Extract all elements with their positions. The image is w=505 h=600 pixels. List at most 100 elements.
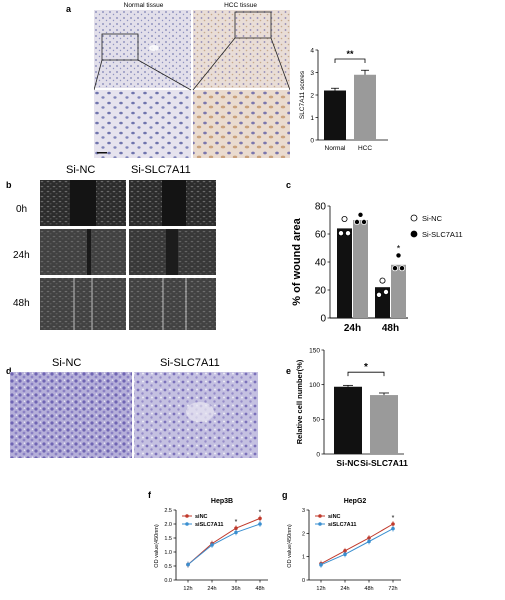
legend-label: Si-NC [422, 214, 443, 223]
legend-marker [410, 214, 418, 222]
chart-e-relative-cell-number: 0 50 100 150 Relative cell number(%) Si-NC Si-… [295, 347, 408, 468]
transwell-images [10, 372, 258, 458]
transwell-col-si-nc: Si-NC [52, 357, 82, 369]
transwell-si-nc-image [10, 372, 132, 458]
wound-row-48h: 48h [13, 298, 30, 309]
x-tick-label: 24h [344, 323, 361, 334]
wound-row-0h-images [40, 180, 216, 226]
bar-normal [324, 90, 346, 140]
bar-hcc [354, 74, 376, 140]
y-tick-label: 20 [315, 286, 327, 297]
data-point [341, 215, 348, 222]
significance-mark: * [364, 362, 368, 373]
y-tick-label: 150 [309, 347, 320, 354]
wound-row-0h: 0h [16, 204, 28, 215]
y-tick-label: 80 [315, 202, 327, 213]
panel-label-a: a [66, 4, 72, 14]
wound-col-si-slc7a11: Si-SLC7A11 [131, 164, 191, 176]
series-line-sislc7a11 [320, 528, 394, 566]
bar-si-nc-24h [337, 228, 352, 318]
x-tick-label: Si-SLC7A11 [360, 458, 408, 468]
data-point [234, 530, 238, 535]
data-point [338, 230, 345, 237]
legend-marker [318, 514, 322, 518]
significance-mark: ** [346, 49, 354, 59]
y-tick-label: 0 [302, 578, 305, 584]
y-tick-label: 2 [302, 531, 305, 537]
data-point [186, 562, 190, 567]
y-tick-label: 2.5 [164, 508, 172, 514]
y-tick-label: 60 [315, 230, 327, 241]
panel-label-g: g [282, 490, 288, 500]
data-point [399, 265, 406, 272]
x-tick-label: 12h [183, 586, 192, 592]
y-tick-label: 1 [310, 115, 314, 122]
wound-healing-images [40, 180, 216, 330]
legend-label: siSLC7A11 [328, 522, 356, 528]
x-tick-label: 48h [382, 323, 399, 334]
x-tick-label: 24h [340, 586, 349, 592]
data-point [379, 277, 386, 284]
data-point [361, 218, 368, 225]
y-axis-label: OD value(450nm) [154, 524, 160, 568]
y-axis-label: SLC7A11 scores [299, 70, 306, 119]
transwell-col-si-slc7a11: Si-SLC7A11 [160, 357, 220, 369]
ihc-images [94, 10, 290, 158]
panel-label-d: d [6, 366, 12, 376]
panel-label-f: f [148, 490, 151, 500]
wound-row-24h-images [40, 229, 216, 275]
series-line-sinc [187, 517, 261, 565]
y-tick-label: 0.5 [164, 564, 172, 570]
y-tick-label: 0 [310, 137, 314, 144]
y-tick-label: 0.0 [164, 578, 172, 584]
hcc-tissue-image [193, 10, 290, 88]
data-point [234, 526, 238, 530]
y-tick-label: 1.5 [164, 536, 172, 542]
x-tick-label: 24h [207, 586, 216, 592]
data-point [258, 522, 262, 526]
y-tick-label: 50 [313, 417, 321, 424]
chart-title: Hep3B [211, 498, 233, 505]
chart-title: HepG2 [344, 498, 367, 505]
bar-si-nc [334, 386, 362, 454]
x-tick-label: HCC [358, 145, 372, 152]
data-point [343, 549, 347, 553]
wound-row-48h-images [40, 278, 216, 330]
x-tick-label: 48h [364, 586, 373, 592]
wound-col-si-nc: Si-NC [66, 164, 96, 176]
data-point [258, 516, 262, 521]
chart-g-hepg2: HepG2 0 1 2 3 OD value(450nm) 12h 24h 48h 72h siNC… [287, 498, 401, 592]
y-tick-label: 3 [302, 508, 305, 514]
y-tick-label: 2 [310, 92, 314, 99]
data-point [383, 289, 390, 296]
data-point [343, 552, 347, 557]
data-point [391, 526, 395, 531]
y-tick-label: 1.0 [164, 550, 172, 556]
normal-tissue-label: Normal tissue [123, 2, 164, 9]
bar-si-slc7a11-24h [353, 220, 368, 318]
data-point [319, 563, 323, 567]
significance-bracket [347, 371, 385, 377]
significance-mark: * [397, 243, 401, 253]
panel-label-b: b [6, 180, 12, 190]
bar-si-slc7a11 [370, 395, 398, 454]
series-line-sislc7a11 [187, 523, 261, 565]
panel-label-e: e [286, 366, 292, 376]
normal-zoom-box [101, 33, 139, 61]
data-point [367, 539, 371, 544]
y-tick-label: 0 [320, 314, 326, 325]
y-tick-label: 2.0 [164, 522, 172, 528]
x-tick-label: 12h [316, 586, 325, 592]
legend-marker [318, 522, 322, 526]
y-tick-label: 40 [315, 258, 327, 269]
chart-f-hep3b: Hep3B 0.0 0.5 1.0 1.5 2.0 2.5 OD value(450nm) 12… [154, 498, 268, 592]
scale-bar [97, 152, 107, 154]
x-tick-label: 36h [231, 586, 240, 592]
significance-mark: * [235, 519, 238, 526]
data-point [210, 543, 214, 547]
data-point [395, 252, 402, 259]
bar-si-slc7a11-48h [391, 264, 406, 318]
legend-marker [185, 514, 189, 518]
y-tick-label: 3 [310, 70, 314, 77]
data-point [345, 230, 352, 237]
